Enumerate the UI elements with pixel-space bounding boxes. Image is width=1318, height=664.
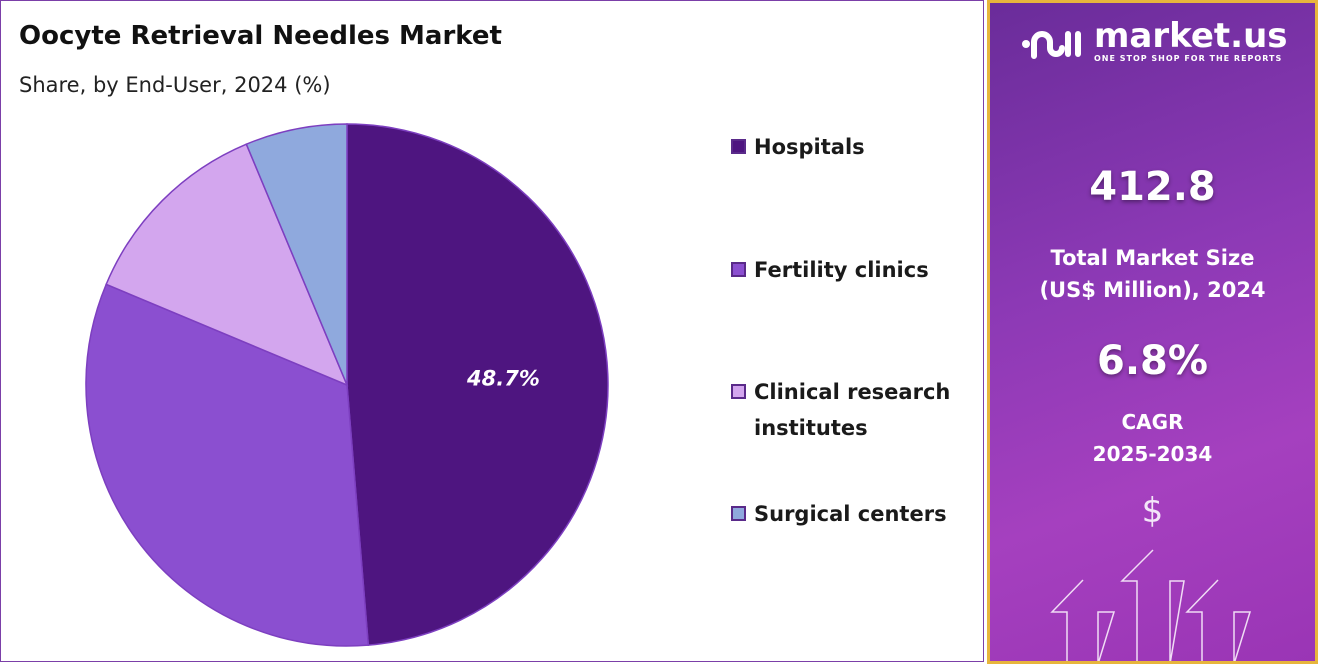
legend-label: Surgical centers xyxy=(754,502,947,526)
legend-item-fertility-clinics: Fertility clinics xyxy=(731,252,929,288)
legend-swatch xyxy=(731,384,746,399)
dollar-icon: $ xyxy=(1141,491,1164,531)
growth-arrows-icon xyxy=(1050,549,1252,661)
cagr-label-1: CAGR xyxy=(1121,410,1184,434)
legend-swatch xyxy=(731,506,746,521)
legend-label-line2: institutes xyxy=(754,416,868,440)
data-label: 48.7% xyxy=(466,367,540,391)
chart-subtitle: Share, by End-User, 2024 (%) xyxy=(19,73,331,97)
market-size-label-1: Total Market Size xyxy=(1050,246,1255,270)
pie-chart: 48.7% xyxy=(85,123,609,647)
legend-item-clinical-research: Clinical research institutes xyxy=(731,374,950,446)
market-us-logo: market.us ONE STOP SHOP FOR THE REPORTS xyxy=(1020,19,1288,65)
pie-slice-fertility-clinics xyxy=(85,283,370,647)
legend-item-hospitals: Hospitals xyxy=(731,129,865,165)
summary-panel: market.us ONE STOP SHOP FOR THE REPORTS … xyxy=(987,0,1318,664)
cagr-value: 6.8% xyxy=(1097,338,1208,384)
chart-panel: Oocyte Retrieval Needles Market Share, b… xyxy=(0,0,984,662)
pie-slice-surgical-centers xyxy=(245,123,348,386)
market-size-label-2: (US$ Million), 2024 xyxy=(1039,278,1266,302)
legend-swatch xyxy=(731,139,746,154)
legend-label: Clinical research xyxy=(754,380,951,404)
chart-title: Oocyte Retrieval Needles Market xyxy=(19,21,502,51)
legend-item-surgical-centers: Surgical centers xyxy=(731,496,947,532)
logo-icon xyxy=(1022,31,1081,59)
legend-label: Fertility clinics xyxy=(754,258,929,282)
pie-slice-clinical-research-institutes xyxy=(105,143,349,387)
legend-label: Hospitals xyxy=(754,135,865,159)
legend-swatch xyxy=(731,262,746,277)
logo-name: market.us xyxy=(1094,16,1288,56)
pie-slice-hospitals xyxy=(346,123,609,646)
logo-tagline: ONE STOP SHOP FOR THE REPORTS xyxy=(1094,54,1283,63)
cagr-label-2: 2025-2034 xyxy=(1092,442,1213,466)
market-size-value: 412.8 xyxy=(1089,164,1216,210)
